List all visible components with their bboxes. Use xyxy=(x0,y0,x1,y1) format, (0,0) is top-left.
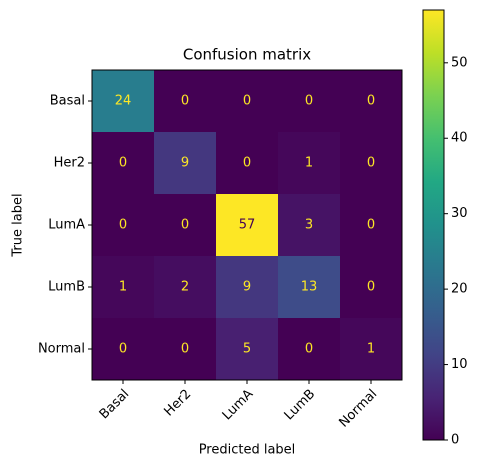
cell xyxy=(278,256,341,319)
cell-label: 0 xyxy=(119,218,127,233)
cell-label: 0 xyxy=(367,218,375,233)
cell-label: 0 xyxy=(367,280,375,295)
cell xyxy=(278,132,341,195)
cell-label: 57 xyxy=(239,218,256,233)
cell-label: 5 xyxy=(243,342,251,357)
cell-label: 1 xyxy=(305,156,313,171)
cell-label: 9 xyxy=(243,280,251,295)
x-axis-label: Predicted label xyxy=(199,443,296,458)
cell-label: 0 xyxy=(243,156,251,171)
cell-label: 3 xyxy=(305,218,313,233)
cell-label: 24 xyxy=(115,94,132,109)
y-axis-label: True label xyxy=(11,193,26,257)
cell xyxy=(92,70,155,133)
cell-label: 9 xyxy=(181,156,189,171)
cell-label: 0 xyxy=(119,342,127,357)
cell-label: 0 xyxy=(367,94,375,109)
y-tick-label: Her2 xyxy=(54,156,85,171)
colorbar-tick-label: 40 xyxy=(451,131,468,146)
cell xyxy=(216,70,279,133)
colorbar-tick-label: 0 xyxy=(451,433,459,448)
colorbar xyxy=(422,9,445,441)
cell xyxy=(278,194,341,257)
cell xyxy=(216,194,279,257)
x-tick-label: LumB xyxy=(282,387,319,424)
cell xyxy=(340,318,403,381)
cell-label: 1 xyxy=(367,342,375,357)
cell xyxy=(92,132,155,195)
cell-label: 1 xyxy=(119,280,127,295)
colorbar-tick-label: 10 xyxy=(451,357,468,372)
cell xyxy=(154,132,217,195)
cell xyxy=(216,256,279,319)
cell xyxy=(154,256,217,319)
colorbar-tick-label: 50 xyxy=(451,55,468,70)
cell xyxy=(216,318,279,381)
cell-label: 0 xyxy=(181,218,189,233)
cell xyxy=(154,194,217,257)
cell-label: 13 xyxy=(301,280,318,295)
x-tick-label: Basal xyxy=(97,387,133,423)
cell xyxy=(92,318,155,381)
cell-label: 2 xyxy=(181,280,189,295)
cell-label: 0 xyxy=(305,342,313,357)
cell xyxy=(340,70,403,133)
cell-label: 0 xyxy=(305,94,313,109)
cell xyxy=(92,256,155,319)
cell-label: 0 xyxy=(181,94,189,109)
cell xyxy=(154,70,217,133)
cell xyxy=(154,318,217,381)
x-tick-label: LumA xyxy=(220,387,257,424)
cell-label: 0 xyxy=(243,94,251,109)
cell xyxy=(278,70,341,133)
y-tick-label: LumB xyxy=(48,280,85,295)
cell-label: 0 xyxy=(119,156,127,171)
cell xyxy=(92,194,155,257)
cell xyxy=(340,132,403,195)
y-tick-label: LumA xyxy=(48,218,85,233)
y-tick-label: Normal xyxy=(38,342,85,357)
x-tick-label: Her2 xyxy=(162,387,195,420)
cell-label: 0 xyxy=(181,342,189,357)
cell xyxy=(340,256,403,319)
y-tick-label: Basal xyxy=(50,94,85,109)
colorbar-tick-label: 30 xyxy=(451,206,468,221)
x-tick-label: Normal xyxy=(336,387,380,431)
chart-title: Confusion matrix xyxy=(183,46,311,64)
colorbar-tick-label: 20 xyxy=(451,282,468,297)
cell xyxy=(278,318,341,381)
cell xyxy=(216,132,279,195)
cell-label: 0 xyxy=(367,156,375,171)
cell xyxy=(340,194,403,257)
